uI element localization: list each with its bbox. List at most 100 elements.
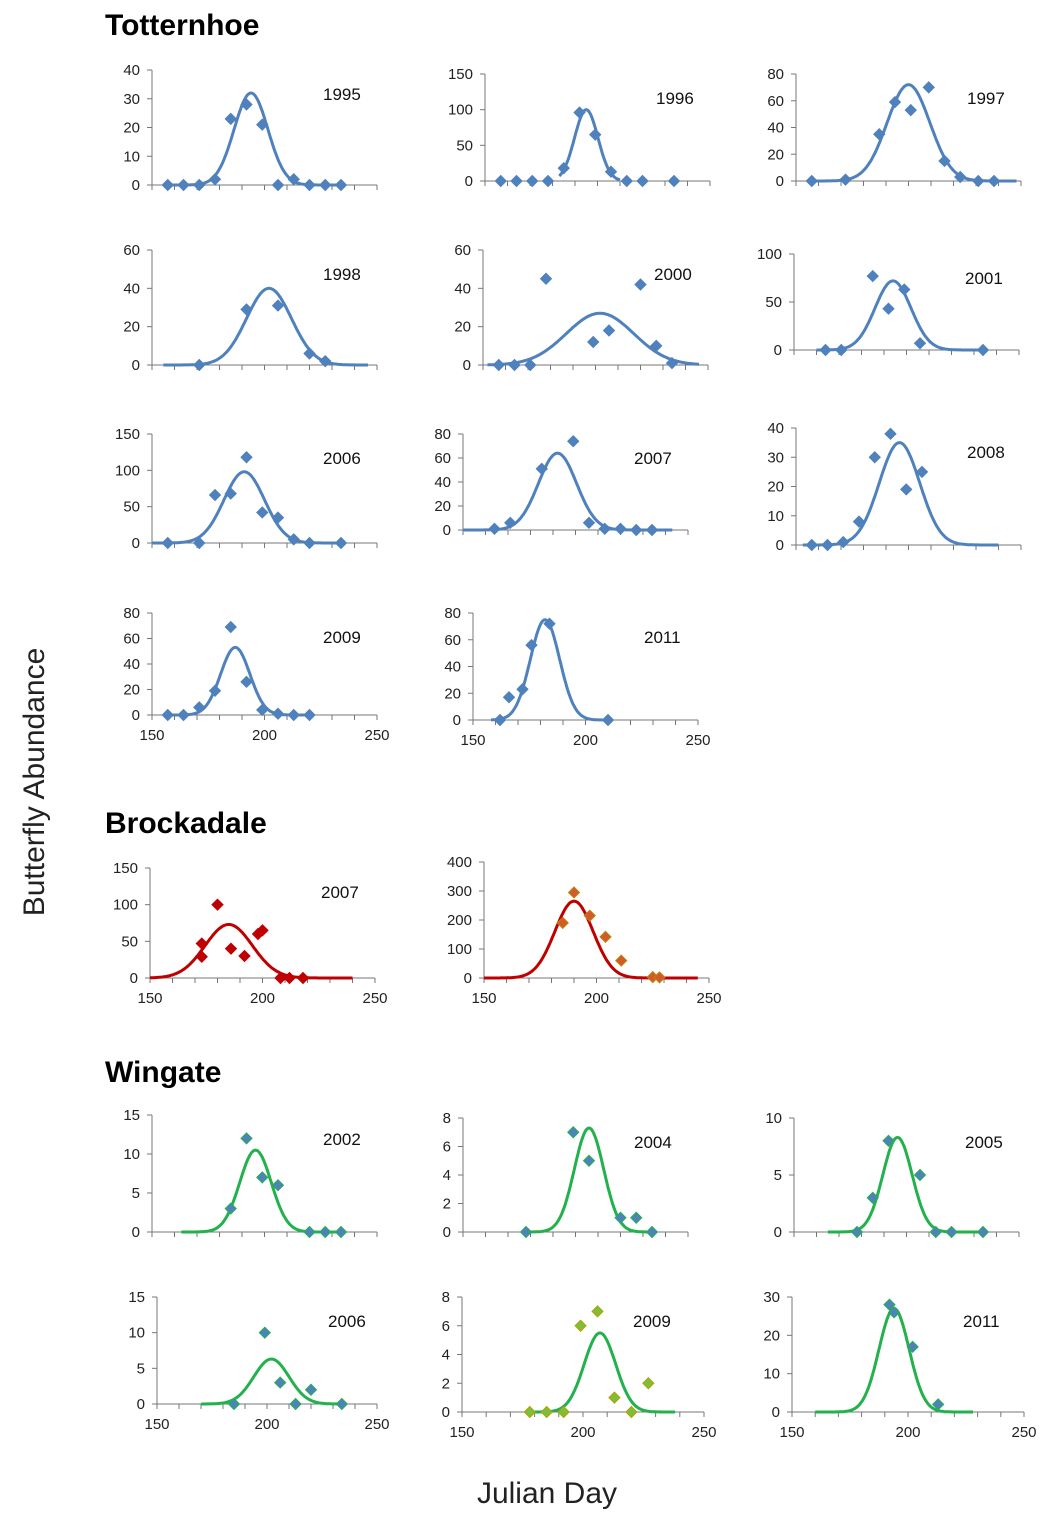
data-point bbox=[601, 713, 615, 727]
data-point bbox=[630, 523, 643, 537]
data-point bbox=[334, 178, 348, 192]
data-point bbox=[193, 701, 206, 714]
data-point bbox=[508, 358, 521, 372]
data-point bbox=[335, 1397, 349, 1411]
data-point bbox=[224, 1202, 237, 1215]
year-label: 2008 bbox=[967, 443, 1005, 462]
data-point bbox=[819, 343, 832, 357]
y-tick-label: 50 bbox=[121, 933, 138, 950]
y-tick-label: 40 bbox=[444, 659, 461, 676]
data-point bbox=[289, 1397, 302, 1411]
y-tick-label: 8 bbox=[443, 1110, 451, 1127]
site-title-brockadale: Brockadale bbox=[105, 807, 267, 840]
data-point bbox=[238, 949, 251, 963]
data-point bbox=[271, 1178, 285, 1192]
data-point bbox=[494, 174, 507, 188]
y-tick-label: 4 bbox=[443, 1167, 451, 1184]
y-tick-label: 10 bbox=[123, 1146, 140, 1163]
fit-curve bbox=[529, 1331, 676, 1414]
y-tick-label: 100 bbox=[448, 102, 473, 119]
y-tick-label: 30 bbox=[123, 91, 140, 108]
data-point bbox=[519, 1225, 533, 1239]
data-point bbox=[636, 174, 649, 188]
data-point bbox=[614, 522, 627, 536]
data-point bbox=[195, 950, 208, 963]
x-tick-label: 200 bbox=[250, 990, 275, 1007]
year-label: 1997 bbox=[967, 89, 1005, 108]
data-point bbox=[177, 178, 190, 192]
y-tick-label: 0 bbox=[132, 707, 140, 724]
y-tick-label: 0 bbox=[442, 1404, 450, 1421]
y-tick-label: 20 bbox=[123, 120, 140, 137]
chart-panel: 0 50 100 150 150 200 250 2007 bbox=[113, 860, 388, 1007]
chart-panel: 0 50 100 150 1996 bbox=[448, 66, 711, 190]
data-point bbox=[805, 174, 818, 188]
data-point bbox=[972, 174, 985, 188]
data-point bbox=[303, 708, 316, 722]
y-tick-label: 0 bbox=[137, 1396, 145, 1413]
data-point bbox=[954, 170, 967, 184]
data-point bbox=[883, 1298, 896, 1311]
data-point bbox=[898, 283, 911, 296]
data-point bbox=[224, 487, 237, 500]
x-tick-label: 150 bbox=[139, 727, 164, 744]
y-tick-label: 50 bbox=[765, 294, 782, 311]
y-tick-label: 20 bbox=[767, 479, 784, 496]
data-point bbox=[625, 1405, 638, 1419]
chart-panel: 0 5 10 15 150 200 250 2006 bbox=[128, 1289, 389, 1433]
chart-panel: 0 2 4 6 8 2004 bbox=[443, 1110, 689, 1241]
y-tick-label: 0 bbox=[776, 173, 784, 190]
x-tick-label: 200 bbox=[573, 732, 598, 749]
data-point bbox=[900, 483, 913, 496]
data-point bbox=[587, 335, 600, 349]
data-point bbox=[835, 343, 848, 357]
data-point bbox=[904, 103, 917, 117]
data-point bbox=[488, 522, 501, 536]
data-point bbox=[602, 324, 616, 337]
data-point bbox=[240, 451, 253, 464]
data-point bbox=[193, 358, 206, 372]
y-tick-label: 60 bbox=[444, 632, 461, 649]
data-point bbox=[615, 954, 628, 967]
data-point bbox=[224, 942, 238, 955]
year-label: 2002 bbox=[323, 1130, 361, 1149]
y-tick-label: 80 bbox=[444, 605, 461, 622]
data-point bbox=[526, 174, 539, 188]
x-tick-label: 250 bbox=[362, 990, 387, 1007]
chart-panel: 0 20 40 60 2000 bbox=[454, 242, 709, 374]
y-tick-label: 10 bbox=[128, 1325, 145, 1342]
fit-curve bbox=[487, 311, 700, 367]
y-tick-label: 80 bbox=[434, 426, 451, 443]
data-point bbox=[240, 303, 253, 316]
y-tick-label: 0 bbox=[465, 173, 473, 190]
data-point bbox=[805, 538, 818, 552]
data-point bbox=[837, 535, 850, 549]
data-point bbox=[523, 1405, 536, 1419]
data-point bbox=[502, 691, 516, 704]
data-point bbox=[582, 516, 596, 530]
data-point bbox=[630, 1211, 643, 1224]
y-tick-label: 150 bbox=[115, 426, 140, 443]
x-tick-label: 250 bbox=[696, 990, 721, 1007]
y-tick-label: 80 bbox=[767, 66, 784, 83]
x-tick-label: 250 bbox=[685, 732, 710, 749]
data-point bbox=[256, 118, 269, 131]
year-label: 2011 bbox=[644, 628, 681, 647]
y-tick-label: 0 bbox=[443, 1224, 451, 1241]
data-point bbox=[256, 506, 269, 519]
y-tick-label: 80 bbox=[123, 605, 140, 622]
year-label: 2006 bbox=[328, 1312, 366, 1331]
y-tick-label: 40 bbox=[434, 474, 451, 491]
data-point bbox=[866, 269, 879, 283]
data-point bbox=[582, 1154, 596, 1167]
y-tick-label: 60 bbox=[434, 450, 451, 467]
chart-panel: 0 100 200 300 400 150 200 250 bbox=[447, 854, 722, 1007]
chart-panels: 0102030401995050100150199602040608019970… bbox=[113, 62, 1037, 1441]
y-tick-label: 0 bbox=[774, 342, 782, 359]
y-tick-label: 10 bbox=[767, 508, 784, 525]
data-point bbox=[271, 178, 285, 192]
data-point bbox=[906, 1340, 919, 1354]
data-point bbox=[913, 337, 927, 350]
y-tick-label: 20 bbox=[763, 1327, 780, 1344]
data-point bbox=[567, 434, 580, 448]
